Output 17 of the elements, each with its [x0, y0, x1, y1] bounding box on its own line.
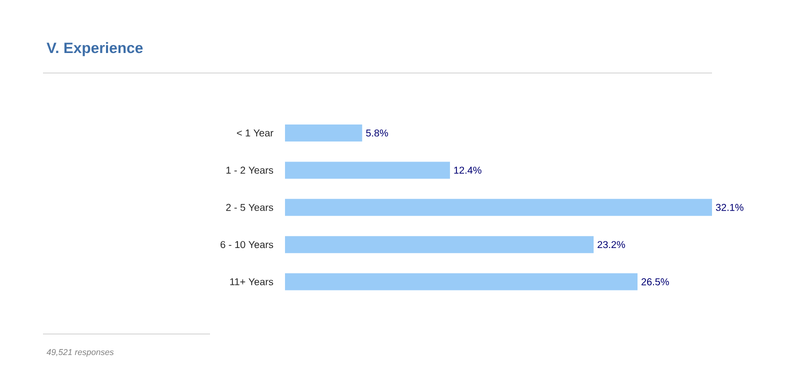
data-label: 32.1% — [716, 204, 744, 211]
y-tick-label: 2 - 5 Years — [226, 204, 274, 211]
bar — [285, 162, 450, 179]
data-label: 26.5% — [642, 278, 669, 286]
bar — [285, 273, 638, 290]
y-tick-label: < 1 Year — [236, 130, 274, 136]
text: V. Experience — [46, 42, 143, 56]
y-tick-label: 11+ Years — [230, 278, 274, 286]
data-label: 23.2% — [598, 241, 626, 248]
y-tick-label: 6 - 10 Years — [220, 241, 274, 248]
text: 49,521 responses — [46, 349, 114, 357]
y-tick-label: 1 - 2 Years — [226, 166, 274, 174]
bar — [285, 198, 712, 216]
bar — [285, 236, 594, 254]
data-label: 5.8% — [366, 129, 388, 137]
bar — [285, 124, 362, 142]
data-label: 12.4% — [454, 166, 482, 174]
